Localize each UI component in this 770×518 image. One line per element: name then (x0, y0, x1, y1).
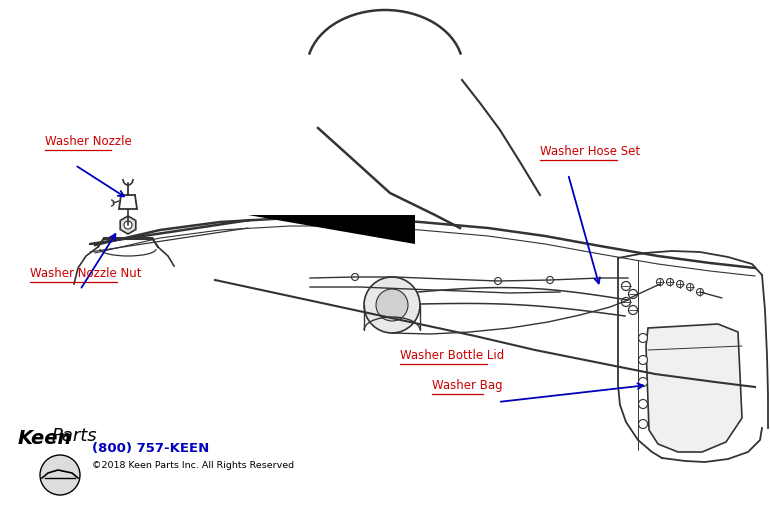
Circle shape (547, 277, 554, 283)
Circle shape (494, 278, 501, 284)
Circle shape (657, 279, 664, 285)
Circle shape (124, 221, 132, 229)
Text: Keen: Keen (18, 429, 72, 448)
Circle shape (621, 297, 631, 307)
Text: Washer Nozzle: Washer Nozzle (45, 135, 132, 148)
Circle shape (40, 455, 80, 495)
Text: Washer Hose Set: Washer Hose Set (540, 145, 640, 158)
Text: ©2018 Keen Parts Inc. All Rights Reserved: ©2018 Keen Parts Inc. All Rights Reserve… (92, 461, 294, 470)
Text: Washer Nozzle Nut: Washer Nozzle Nut (30, 267, 142, 280)
Polygon shape (248, 215, 415, 244)
Circle shape (638, 334, 648, 342)
Circle shape (638, 355, 648, 365)
Polygon shape (120, 216, 136, 234)
Polygon shape (646, 324, 742, 452)
Text: Parts: Parts (52, 427, 98, 445)
Circle shape (697, 289, 704, 295)
Circle shape (351, 274, 359, 281)
Circle shape (677, 281, 684, 287)
Circle shape (628, 290, 638, 298)
Circle shape (687, 283, 694, 291)
Circle shape (376, 289, 408, 321)
Text: Washer Bag: Washer Bag (432, 379, 503, 392)
Text: Washer Bottle Lid: Washer Bottle Lid (400, 349, 504, 362)
Circle shape (364, 277, 420, 333)
Circle shape (638, 399, 648, 409)
Text: (800) 757-KEEN: (800) 757-KEEN (92, 442, 209, 455)
Circle shape (621, 281, 631, 291)
Circle shape (638, 420, 648, 428)
Circle shape (638, 378, 648, 386)
Circle shape (667, 279, 674, 285)
Circle shape (628, 306, 638, 314)
